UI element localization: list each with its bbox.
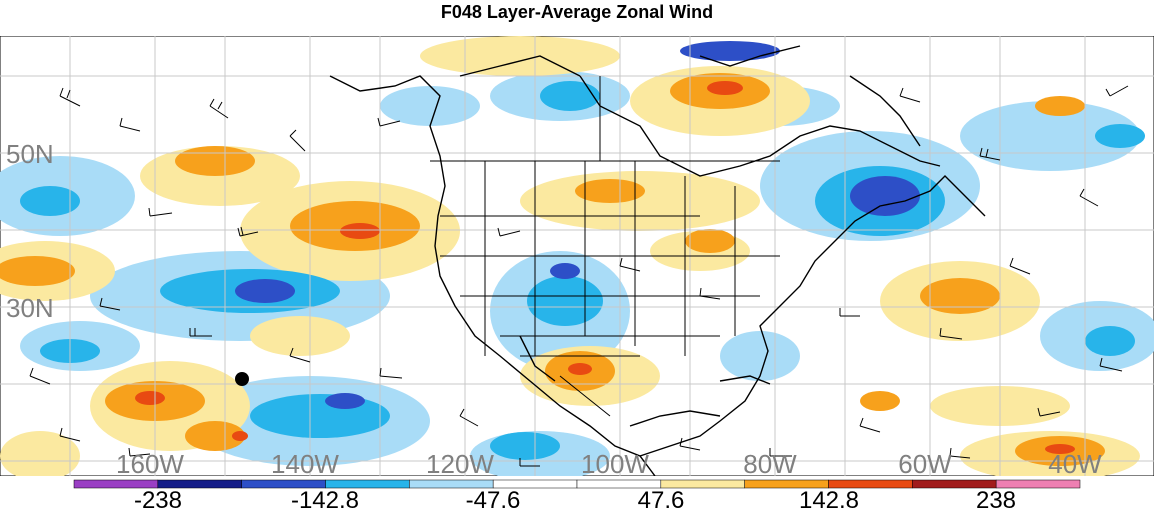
lat-label-30n: 30N bbox=[6, 293, 54, 323]
lon-label-160w: 160W bbox=[116, 449, 184, 476]
lon-label-40w: 40W bbox=[1048, 449, 1102, 476]
colorbar-tick-label: 238 bbox=[976, 487, 1016, 511]
colorbar-tick-label: -47.6 bbox=[466, 487, 521, 511]
colorbar-swatch bbox=[995, 479, 1081, 489]
lon-label-120w: 120W bbox=[426, 449, 494, 476]
lon-label-100w: 100W bbox=[581, 449, 649, 476]
location-marker bbox=[235, 372, 249, 386]
colorbar-tick-label: -238 bbox=[134, 487, 182, 511]
lon-label-140w: 140W bbox=[271, 449, 339, 476]
lat-label-50n: 50N bbox=[6, 139, 54, 169]
political-borders bbox=[430, 76, 780, 417]
colorbar-tick-label: 47.6 bbox=[638, 487, 685, 511]
colorbar: -238 -142.8 -47.6 47.6 142.8 238 bbox=[73, 479, 1081, 511]
colorbar-tick-label: -142.8 bbox=[291, 487, 359, 511]
wind-barbs bbox=[29, 85, 1129, 467]
colorbar-tick-label: 142.8 bbox=[799, 487, 859, 511]
map-title: F048 Layer-Average Zonal Wind bbox=[440, 2, 714, 22]
colorbar-swatches bbox=[73, 479, 1081, 489]
coastlines bbox=[329, 45, 986, 476]
lon-label-60w: 60W bbox=[898, 449, 952, 476]
zonal-wind-map: 50N 30N 160W 140W 120W 100W 80W 60W 40W bbox=[0, 36, 1154, 476]
lon-label-80w: 80W bbox=[743, 449, 797, 476]
